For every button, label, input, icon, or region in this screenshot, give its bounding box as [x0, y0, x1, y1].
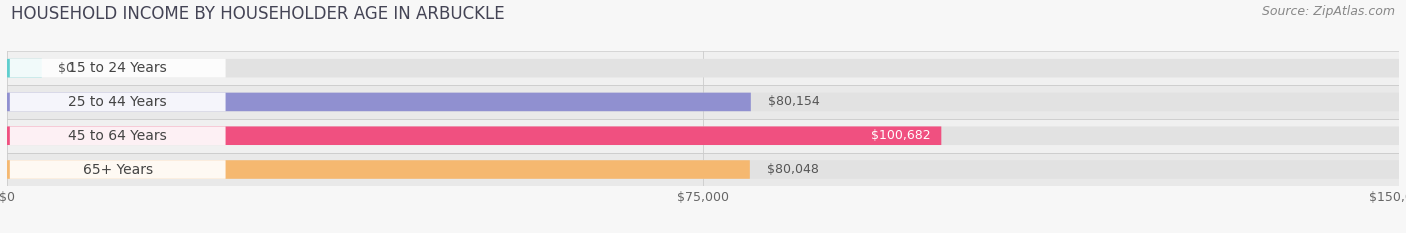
Text: 65+ Years: 65+ Years — [83, 162, 153, 177]
FancyBboxPatch shape — [7, 127, 942, 145]
Text: $100,682: $100,682 — [870, 129, 931, 142]
FancyBboxPatch shape — [7, 160, 1399, 179]
FancyBboxPatch shape — [7, 59, 42, 77]
FancyBboxPatch shape — [10, 127, 225, 145]
Text: 25 to 44 Years: 25 to 44 Years — [69, 95, 167, 109]
FancyBboxPatch shape — [7, 93, 751, 111]
Text: Source: ZipAtlas.com: Source: ZipAtlas.com — [1261, 5, 1395, 18]
Text: $80,048: $80,048 — [766, 163, 818, 176]
Bar — [7, 85, 1399, 119]
Bar — [7, 51, 1399, 85]
FancyBboxPatch shape — [7, 59, 1399, 77]
Text: 15 to 24 Years: 15 to 24 Years — [69, 61, 167, 75]
Text: 45 to 64 Years: 45 to 64 Years — [69, 129, 167, 143]
FancyBboxPatch shape — [10, 160, 225, 179]
FancyBboxPatch shape — [7, 93, 1399, 111]
Text: $80,154: $80,154 — [768, 96, 820, 108]
FancyBboxPatch shape — [10, 59, 225, 77]
FancyBboxPatch shape — [7, 160, 749, 179]
Bar — [7, 119, 1399, 153]
Bar — [7, 153, 1399, 186]
FancyBboxPatch shape — [7, 127, 1399, 145]
Text: HOUSEHOLD INCOME BY HOUSEHOLDER AGE IN ARBUCKLE: HOUSEHOLD INCOME BY HOUSEHOLDER AGE IN A… — [11, 5, 505, 23]
FancyBboxPatch shape — [10, 93, 225, 111]
Text: $0: $0 — [58, 62, 75, 75]
